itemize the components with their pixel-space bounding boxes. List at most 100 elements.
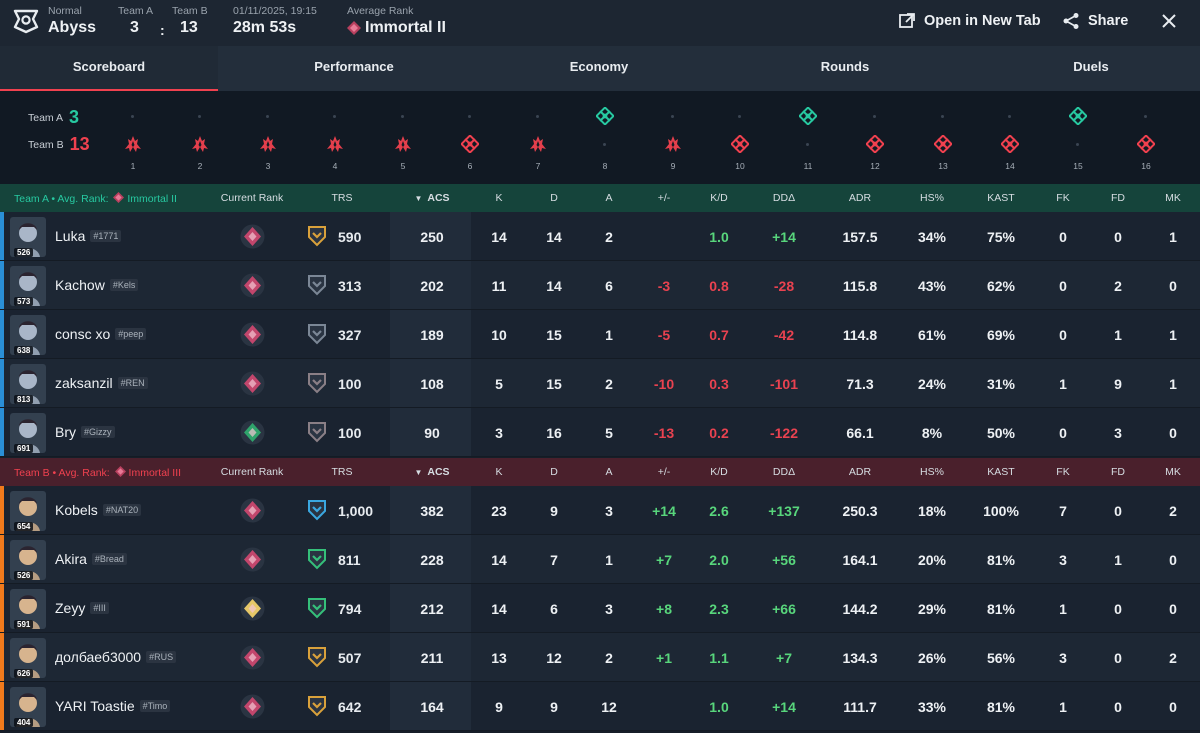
column-header-trs[interactable]: TRS (331, 192, 353, 204)
round-12[interactable]: 12 (863, 91, 887, 184)
player-name-wrap[interactable]: Bry #Gizzy (55, 424, 115, 440)
column-header-adr[interactable]: ADR (848, 192, 872, 204)
column-header-hs[interactable]: HS% (920, 466, 944, 478)
stat-adr: 144.2 (842, 601, 878, 617)
stat-mk: 0 (1169, 425, 1177, 441)
stat-kd: 0.3 (709, 376, 729, 392)
column-header-acs[interactable]: ▼ ACS (387, 192, 477, 204)
player-name-wrap[interactable]: consc xo #peep (55, 326, 147, 342)
stat-a: 1 (605, 327, 613, 343)
player-avatar[interactable]: 626 (10, 638, 46, 678)
column-header-acs[interactable]: ▼ ACS (387, 466, 477, 478)
stat-kast: 100% (983, 503, 1019, 519)
stat-dd: -101 (769, 376, 799, 392)
column-header-kd[interactable]: K/D (710, 192, 728, 204)
round-empty-dot (873, 115, 876, 118)
round-timeline: Team A 3 Team B 13 1 2 3 4 5 6 7 8 9 10 11 12 13 14 15… (0, 91, 1200, 184)
round-11[interactable]: 11 (796, 91, 820, 184)
open-new-tab-button[interactable]: Open in New Tab (898, 12, 1041, 30)
round-1[interactable]: 1 (121, 91, 145, 184)
player-avatar[interactable]: 573 (10, 266, 46, 306)
player-avatar[interactable]: 526 (10, 540, 46, 580)
round-6[interactable]: 6 (458, 91, 482, 184)
column-header-fk[interactable]: FK (1056, 192, 1070, 204)
column-header-d[interactable]: D (550, 466, 558, 478)
round-13[interactable]: 13 (931, 91, 955, 184)
round-number: 4 (332, 161, 338, 171)
team-color-bar (0, 212, 4, 260)
stat-d: 14 (546, 229, 562, 245)
round-number: 14 (1005, 161, 1015, 171)
player-avatar[interactable]: 591 (10, 589, 46, 629)
round-empty-dot (1008, 115, 1011, 118)
column-header-mk[interactable]: MK (1165, 466, 1181, 478)
round-empty-dot (806, 143, 809, 146)
column-header-adr[interactable]: ADR (848, 466, 872, 478)
stat-fk: 0 (1059, 278, 1067, 294)
round-8[interactable]: 8 (593, 91, 617, 184)
column-header-fd[interactable]: FD (1111, 192, 1125, 204)
player-avatar[interactable]: 813 (10, 364, 46, 404)
round-9[interactable]: 9 (661, 91, 685, 184)
round-7[interactable]: 7 (526, 91, 550, 184)
player-name-wrap[interactable]: zaksanzil #REN (55, 375, 148, 391)
round-3[interactable]: 3 (256, 91, 280, 184)
column-header-trs[interactable]: TRS (331, 466, 353, 478)
player-name-wrap[interactable]: Kobels #NAT20 (55, 502, 142, 518)
column-header-mk[interactable]: MK (1165, 192, 1181, 204)
column-header-pm[interactable]: +/- (657, 192, 671, 204)
round-2[interactable]: 2 (188, 91, 212, 184)
column-header-dd[interactable]: DDΔ (772, 466, 796, 478)
tab-duels[interactable]: Duels (1073, 59, 1109, 74)
trs-value: 811 (338, 552, 361, 568)
round-15[interactable]: 15 (1066, 91, 1090, 184)
column-header-kast[interactable]: KAST (987, 192, 1015, 204)
column-header-dd[interactable]: DDΔ (772, 192, 796, 204)
player-avatar[interactable]: 404 (10, 687, 46, 727)
player-avatar[interactable]: 526 (10, 217, 46, 257)
player-avatar[interactable]: 654 (10, 491, 46, 531)
stat-hs: 33% (917, 699, 947, 715)
round-4[interactable]: 4 (323, 91, 347, 184)
stat-a: 2 (605, 376, 613, 392)
round-10[interactable]: 10 (728, 91, 752, 184)
column-header-fd[interactable]: FD (1111, 466, 1125, 478)
column-header-k[interactable]: K (495, 466, 503, 478)
column-header-rank[interactable]: Current Rank (220, 466, 284, 478)
column-header-fk[interactable]: FK (1056, 466, 1070, 478)
tab-rounds[interactable]: Rounds (820, 59, 870, 74)
team-color-bar (0, 486, 4, 534)
column-header-rank[interactable]: Current Rank (220, 192, 284, 204)
stat-k: 14 (491, 229, 507, 245)
player-avatar[interactable]: 691 (10, 413, 46, 453)
player-name-wrap[interactable]: Zeyy #III (55, 600, 109, 616)
tab-performance[interactable]: Performance (314, 59, 394, 74)
player-name-wrap[interactable]: YARI Toastie #Timo (55, 698, 171, 714)
column-header-kd[interactable]: K/D (710, 466, 728, 478)
column-header-d[interactable]: D (550, 192, 558, 204)
trs-tier-icon (308, 549, 326, 570)
share-button[interactable]: Share (1062, 12, 1128, 30)
elimination-icon (192, 136, 208, 152)
player-name-wrap[interactable]: Akira #Bread (55, 551, 127, 567)
tab-scoreboard[interactable]: Scoreboard (0, 46, 218, 91)
player-name-wrap[interactable]: Luka #1771 (55, 228, 122, 244)
column-header-a[interactable]: A (605, 192, 613, 204)
column-header-hs[interactable]: HS% (920, 192, 944, 204)
column-header-k[interactable]: K (495, 192, 503, 204)
close-icon[interactable] (1161, 13, 1177, 29)
player-tag: #REN (117, 377, 148, 389)
column-header-kast[interactable]: KAST (987, 466, 1015, 478)
round-14[interactable]: 14 (998, 91, 1022, 184)
player-name-wrap[interactable]: Kachow #Kels (55, 277, 139, 293)
player-avatar[interactable]: 638 (10, 315, 46, 355)
round-5[interactable]: 5 (391, 91, 415, 184)
stat-pm: -10 (653, 376, 675, 392)
round-number: 10 (735, 161, 745, 171)
player-name-wrap[interactable]: долбаеб3000 #RUS (55, 649, 177, 665)
column-header-a[interactable]: A (605, 466, 613, 478)
stat-d: 12 (546, 650, 562, 666)
round-16[interactable]: 16 (1134, 91, 1158, 184)
column-header-pm[interactable]: +/- (657, 466, 671, 478)
tab-economy[interactable]: Economy (569, 59, 629, 74)
